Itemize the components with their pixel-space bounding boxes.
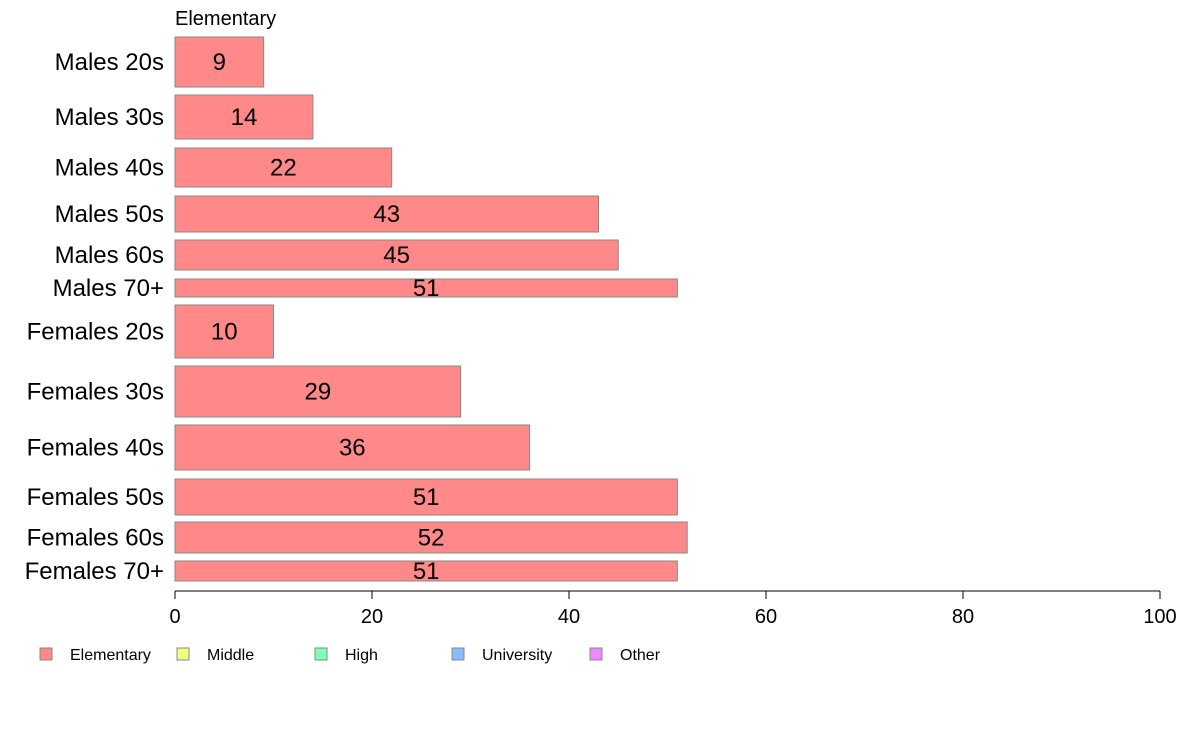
bar — [174, 94, 314, 140]
bar — [174, 36, 265, 88]
category-label: Males 60s — [55, 242, 164, 269]
bar — [174, 560, 678, 582]
bar — [174, 195, 600, 233]
legend-swatch — [314, 647, 328, 661]
bar-value-label: 51 — [413, 275, 440, 302]
category-label: Males 20s — [55, 49, 164, 76]
bar-value-label: 45 — [383, 242, 410, 269]
bar-value-label: 43 — [373, 201, 400, 228]
x-tick-label: 20 — [361, 606, 383, 628]
bar-value-label: 10 — [211, 319, 238, 346]
panel-title: Elementary — [175, 8, 276, 30]
category-label: Males 40s — [55, 155, 164, 182]
x-tick-label: 40 — [558, 606, 580, 628]
bar-value-label: 36 — [339, 435, 366, 462]
bar-value-label: 52 — [418, 525, 445, 552]
x-axis-ticks: 0 20 40 60 80 100 — [169, 591, 1177, 628]
legend-swatch — [451, 647, 465, 661]
bar-value-label: 51 — [413, 558, 440, 585]
legend-label: Other — [620, 647, 661, 664]
legend-label: University — [482, 647, 552, 664]
legend-swatch — [589, 647, 603, 661]
bar — [174, 147, 393, 188]
legend-label: Middle — [207, 647, 254, 664]
bar — [174, 365, 462, 418]
category-label: Females 20s — [27, 319, 164, 346]
bar-value-label: 14 — [231, 104, 258, 131]
category-labels: Males 20s Males 30s Males 40s Males 50s Male… — [25, 49, 164, 585]
category-label: Males 70+ — [53, 275, 164, 302]
bars — [174, 36, 688, 582]
bar — [174, 521, 688, 554]
bar — [174, 424, 531, 471]
category-label: Females 70+ — [25, 558, 164, 585]
category-label: Females 60s — [27, 525, 164, 552]
bar-value-label: 22 — [270, 155, 297, 182]
x-tick-label: 60 — [755, 606, 777, 628]
bar — [174, 278, 678, 298]
category-label: Females 30s — [27, 379, 164, 406]
x-tick-label: 100 — [1143, 606, 1176, 628]
x-tick-label: 0 — [169, 606, 180, 628]
x-tick-label: 80 — [952, 606, 974, 628]
legend: Elementary Middle High University Other — [39, 647, 661, 664]
bar — [174, 239, 619, 271]
legend-label: Elementary — [70, 647, 151, 664]
bar — [174, 478, 678, 516]
bar-value-label: 9 — [213, 49, 226, 76]
bar-value-label: 51 — [413, 484, 440, 511]
category-label: Females 50s — [27, 484, 164, 511]
category-label: Females 40s — [27, 435, 164, 462]
legend-label: High — [345, 647, 378, 664]
category-label: Males 30s — [55, 104, 164, 131]
category-label: Males 50s — [55, 201, 164, 228]
legend-swatch — [176, 647, 190, 661]
bar-value-label: 29 — [304, 379, 331, 406]
bar — [174, 304, 274, 359]
legend-swatch — [39, 647, 53, 661]
